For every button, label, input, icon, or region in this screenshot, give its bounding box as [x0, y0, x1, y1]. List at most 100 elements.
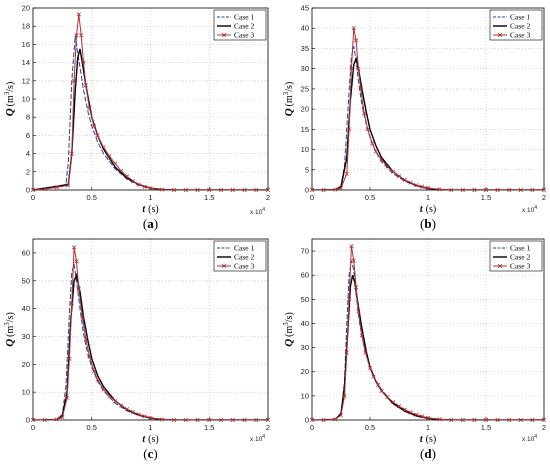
data-point-case-3	[218, 417, 224, 423]
data-point-case-3	[349, 66, 354, 71]
y-tick-label: 40	[301, 24, 309, 33]
data-point-case-3	[371, 374, 376, 379]
x-axis-label-symbol: t	[420, 434, 424, 445]
data-point-case-3	[530, 417, 535, 423]
x-axis-label-symbol: t	[420, 204, 424, 215]
y-axis-label-sup: 3	[3, 322, 11, 326]
x-tick-label: 1	[426, 423, 430, 432]
panel-caption-letter: b	[424, 216, 431, 231]
data-point-case-3	[347, 297, 352, 302]
data-point-case-3	[142, 184, 147, 189]
data-point-case-3	[530, 187, 535, 193]
data-point-case-3	[171, 417, 177, 423]
y-tick-label: 5	[305, 165, 309, 174]
x-multiplier-base: x 10	[522, 207, 535, 214]
data-point-case-3	[379, 157, 384, 162]
data-point-case-3	[124, 174, 130, 179]
y-tick-label: 50	[22, 276, 30, 285]
data-point-case-3	[541, 417, 547, 423]
data-point-case-3	[414, 183, 419, 188]
data-point-case-3	[60, 415, 65, 420]
y-axis-label-symbol: Q	[283, 108, 295, 116]
legend-label-case-3: Case 3	[510, 262, 530, 271]
x-multiplier: x 104	[250, 434, 265, 443]
y-tick-label: 50	[301, 295, 309, 304]
data-point-case-3	[148, 415, 153, 420]
data-point-case-3	[76, 12, 81, 17]
y-tick-label: 18	[22, 22, 30, 31]
y-tick-label: 0	[305, 416, 309, 425]
y-axis-label-unit: (m	[284, 95, 295, 106]
data-point-case-3	[107, 154, 112, 159]
data-point-case-3	[218, 187, 224, 193]
legend-label-case-2: Case 2	[510, 22, 530, 31]
data-point-case-3	[83, 83, 88, 88]
y-tick-label: 10	[22, 95, 30, 104]
x-axis-label-unit: (s)	[148, 434, 159, 445]
data-point-case-3	[183, 187, 188, 193]
y-tick-label: 70	[301, 247, 309, 256]
data-point-case-3	[391, 169, 396, 174]
y-tick-label: 30	[22, 332, 30, 341]
series-line-case-3	[312, 28, 544, 190]
data-point-case-3	[207, 417, 212, 423]
x-tick-label: 2	[542, 423, 546, 432]
y-axis-label-sup: 3	[282, 322, 290, 326]
data-point-case-3	[79, 33, 84, 38]
data-point-case-3	[130, 409, 135, 415]
data-point-case-3	[370, 141, 375, 146]
data-point-case-3	[81, 60, 86, 65]
legend-label-case-1: Case 1	[234, 244, 254, 253]
y-tick-label: 25	[301, 84, 309, 93]
y-tick-label: 20	[22, 4, 30, 13]
x-axis-label-unit: (s)	[426, 434, 437, 445]
data-point-case-3	[119, 403, 124, 408]
data-point-case-3	[425, 185, 431, 191]
panel-caption-letter: c	[148, 446, 154, 461]
data-point-case-3	[309, 187, 315, 193]
data-point-case-3	[195, 187, 200, 193]
panel-caption-open: (	[143, 446, 147, 461]
data-point-case-3	[265, 187, 271, 193]
data-point-case-3	[437, 187, 442, 192]
data-point-case-3	[42, 417, 47, 423]
panel-caption-close: )	[432, 216, 436, 231]
data-point-case-3	[101, 387, 106, 392]
data-point-case-3	[385, 164, 390, 169]
x-tick-label: 1	[148, 423, 152, 432]
y-axis-label: Q (m3/s)	[3, 312, 16, 347]
data-point-case-3	[396, 404, 402, 409]
x-multiplier-exp: 4	[534, 434, 537, 440]
data-point-case-3	[347, 127, 352, 132]
x-tick-label: 0	[310, 423, 314, 432]
panel-caption: (c)	[143, 446, 157, 461]
y-tick-label: 10	[301, 391, 309, 400]
legend-label-case-1: Case 1	[510, 244, 530, 253]
y-tick-label: 45	[301, 4, 309, 13]
legend-label-case-3: Case 3	[510, 31, 530, 40]
data-point-case-3	[160, 417, 165, 422]
data-point-case-3	[148, 186, 153, 191]
data-point-case-3	[495, 187, 500, 193]
data-point-case-3	[95, 133, 100, 138]
y-tick-label: 30	[301, 343, 309, 352]
y-tick-label: 20	[22, 360, 30, 369]
data-point-case-3	[74, 259, 79, 264]
y-tick-label: 0	[26, 416, 30, 425]
data-point-case-3	[242, 187, 247, 193]
data-point-case-3	[483, 417, 489, 423]
x-tick-label: 1.5	[204, 423, 214, 432]
data-point-case-3	[437, 417, 442, 422]
data-point-case-3	[376, 382, 381, 388]
y-tick-label: 10	[301, 145, 309, 154]
x-tick-label: 1	[426, 193, 430, 202]
y-tick-label: 20	[301, 105, 309, 114]
x-tick-label: 0.5	[365, 193, 375, 202]
y-axis-label-unit: (m	[5, 95, 16, 106]
legend-label-case-3: Case 3	[234, 31, 254, 40]
data-point-case-3	[87, 353, 92, 359]
data-point-case-3	[518, 417, 523, 423]
legend-label-case-2: Case 2	[234, 253, 254, 262]
